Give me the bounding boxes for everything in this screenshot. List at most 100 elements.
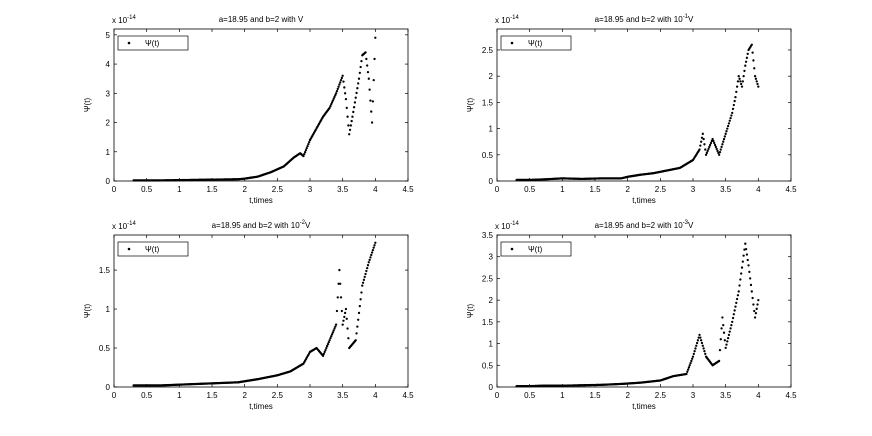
data-point: [338, 268, 341, 272]
chart-title-suffix: V: [305, 221, 311, 230]
data-point: [333, 95, 336, 99]
data-point: [371, 100, 375, 103]
data-point: [739, 80, 742, 83]
data-point: [350, 119, 353, 123]
plot-frame: [496, 234, 792, 388]
data-point: [322, 352, 326, 356]
data-point: [335, 309, 339, 313]
y-tick-label: 0.5: [99, 344, 111, 353]
y-exponent-label: x 10-14: [495, 221, 519, 231]
data-point: [752, 59, 755, 62]
data-point: [710, 139, 713, 143]
x-tick-label: 2: [242, 185, 247, 194]
x-tick-label: 1: [560, 391, 565, 400]
x-tick-label: 3: [308, 185, 313, 194]
data-point: [723, 339, 726, 342]
x-tick-label: 0.5: [141, 185, 153, 194]
data-point: [717, 153, 721, 156]
x-tick-label: 4.5: [402, 185, 414, 194]
data-point: [726, 340, 729, 343]
data-point: [359, 298, 362, 301]
x-tick-label: 3: [691, 391, 696, 400]
y-exponent-label: x 10-14: [495, 15, 519, 25]
data-point: [361, 281, 365, 284]
data-point: [706, 149, 709, 153]
data-point: [749, 283, 753, 287]
data-point: [324, 348, 327, 352]
y-tick-label: 1: [489, 125, 494, 134]
x-tick-label: 2.5: [655, 391, 667, 400]
data-point: [686, 370, 689, 373]
data-point: [343, 86, 346, 89]
data-point: [371, 248, 375, 252]
data-point: [334, 323, 338, 326]
data-point: [740, 272, 743, 275]
x-tick-label: 2: [242, 391, 247, 400]
data-point: [699, 336, 702, 339]
data-point: [326, 342, 330, 346]
x-tick-label: 4: [373, 185, 378, 194]
data-point: [339, 79, 343, 82]
data-point: [332, 97, 335, 100]
data-point: [373, 244, 376, 247]
data-point: [745, 56, 749, 59]
data-point: [366, 64, 369, 67]
data-point: [733, 99, 736, 103]
y-tick-label: 0: [489, 177, 494, 186]
legend-box: [117, 241, 189, 257]
data-point: [748, 270, 751, 274]
data-point: [739, 278, 742, 281]
data-point: [690, 359, 693, 363]
y-tick-label: 4: [106, 60, 111, 69]
data-point: [373, 57, 376, 61]
data-point: [720, 327, 723, 330]
data-point: [752, 303, 755, 306]
chart-panel-1: a=18.95 and b=2 with V x 10-14 0 0.5 1 1.5 2 2.…: [83, 15, 414, 205]
data-point: [691, 355, 695, 358]
x-axis-label: t,times: [632, 196, 656, 205]
y-tick-label: 3.5: [482, 231, 494, 240]
x-tick-label: 0: [112, 185, 117, 194]
data-point: [369, 99, 372, 102]
legend-box: [117, 35, 189, 51]
chart-title-text: a=18.95 and b=2 with 10: [595, 15, 684, 24]
x-tick-label: 2: [625, 391, 630, 400]
data-point: [719, 338, 722, 341]
data-point: [346, 115, 349, 118]
data-point: [717, 359, 721, 363]
x-tick-label: 0.5: [141, 391, 153, 400]
data-point: [334, 93, 337, 97]
x-axis-label: t,times: [249, 196, 273, 205]
data-point: [368, 88, 371, 91]
data-point: [730, 323, 733, 327]
data-point: [742, 254, 745, 257]
chart-panel-4: a=18.95 and b=2 with 10-3Vx 10-140 0.5 1 1.…: [466, 220, 797, 411]
data-point: [357, 311, 361, 315]
data-point: [357, 77, 361, 80]
x-tick-label: 2: [625, 185, 630, 194]
data-point: [303, 152, 306, 156]
data-point: [702, 137, 705, 141]
data-point: [741, 80, 744, 83]
chart-title-power: -1: [683, 14, 689, 20]
data-point: [746, 52, 749, 56]
data-point: [707, 147, 710, 151]
y-axis-label: Ψ(t): [466, 98, 475, 113]
chart-title-suffix: V: [688, 15, 694, 24]
chart-title: a=18.95 and b=2 with 10-1V: [595, 14, 694, 24]
data-point: [692, 352, 695, 356]
data-point: [724, 132, 727, 135]
data-point: [714, 145, 718, 149]
data-point: [751, 51, 754, 54]
data-point: [354, 339, 357, 342]
y-tick-label: 1.5: [482, 98, 494, 107]
data-point: [345, 106, 348, 110]
chart-title: a=18.95 and b=2 with V: [219, 15, 304, 24]
data-point: [358, 304, 361, 308]
data-point: [732, 313, 735, 316]
y-tick-label: 1: [106, 305, 111, 314]
data-point: [709, 143, 712, 147]
data-point: [722, 331, 726, 334]
x-tick-label: 1.5: [206, 391, 218, 400]
data-point: [326, 344, 329, 348]
